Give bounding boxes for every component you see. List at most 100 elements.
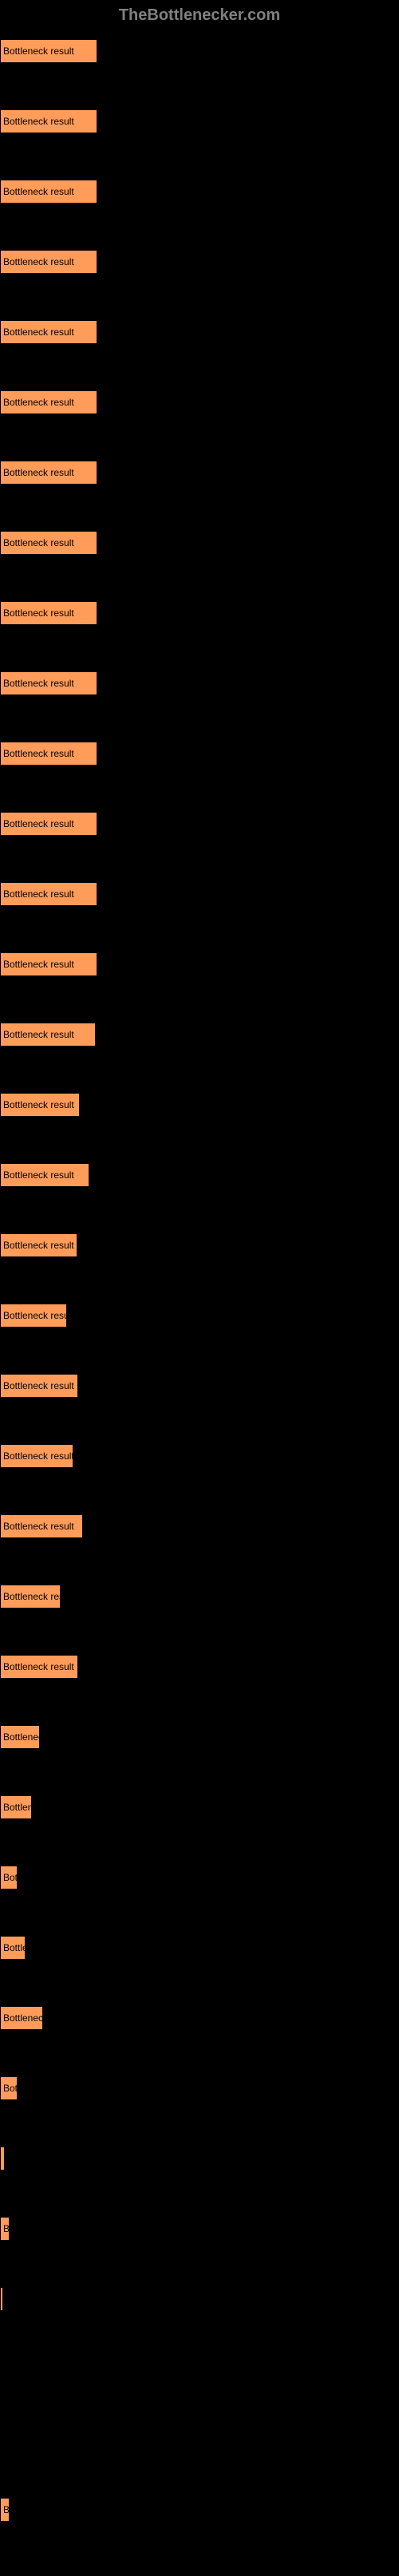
bar: Bottleneck result (0, 1374, 78, 1398)
bar-row: Bottleneck result (0, 1936, 399, 1960)
bar: Bottleneck result (0, 1093, 80, 1117)
bar-label: Bottleneck result (3, 1310, 67, 1321)
header: TheBottlenecker.com (0, 0, 399, 31)
bar-label: Bottleneck result (3, 46, 74, 57)
bar-label: Bottleneck result (3, 1661, 74, 1672)
bar-label: Bottleneck result (3, 397, 74, 408)
bar: Bottleneck result (0, 1866, 18, 1889)
site-title: TheBottlenecker.com (119, 6, 280, 24)
bar-row: Bottleneck result (0, 1233, 399, 1257)
bar-label: Bottleneck result (3, 1802, 32, 1813)
bar-label: Bottleneck result (3, 2012, 43, 2024)
bar: Bottleneck result (0, 671, 97, 695)
bar-row: Bottleneck result (0, 1023, 399, 1047)
bar: Bottleneck result (0, 1444, 73, 1468)
bar-row: Bottleneck result (0, 882, 399, 906)
bar-label: Bottleneck result (3, 1029, 74, 1040)
bar: Bottleneck result (0, 2498, 10, 2522)
bar-label: Bottleneck result (3, 2153, 5, 2164)
bar: Bottleneck result (0, 320, 97, 344)
bar-label: Bottleneck result (3, 678, 74, 689)
bar-label: Bottleneck result (3, 326, 74, 338)
bar-label: Bottleneck result (3, 607, 74, 619)
bar-row: Bottleneck result (0, 952, 399, 976)
bar: Bottleneck result (0, 39, 97, 63)
bar: Bottleneck result (0, 461, 97, 485)
bar-label: Bottleneck result (3, 959, 74, 970)
bar: Bottleneck result (0, 2287, 3, 2311)
bar: Bottleneck result (0, 1936, 26, 1960)
bar: Bottleneck result (0, 250, 97, 274)
bar: Bottleneck result (0, 531, 97, 555)
bar-label: Bottleneck result (3, 537, 74, 548)
bar-label: Bottleneck result (3, 1942, 26, 1953)
bar: Bottleneck result (0, 812, 97, 836)
bar: Bottleneck result (0, 390, 97, 414)
bar-row: Bottleneck result (0, 1725, 399, 1749)
bar-row: Bottleneck result (0, 1374, 399, 1398)
bar-row: Bottleneck result (0, 1093, 399, 1117)
bar-label: Bottleneck result (3, 467, 74, 478)
bar: Bottleneck result (0, 2006, 43, 2030)
bar-label: Bottleneck result (3, 116, 74, 127)
bar: Bottleneck result (0, 742, 97, 766)
bar-label: Bottleneck result (3, 1450, 73, 1462)
bar-row: Bottleneck result (0, 2217, 399, 2241)
bar-row: Bottleneck result (0, 1163, 399, 1187)
bar: Bottleneck result (0, 180, 97, 204)
bar: Bottleneck result (0, 882, 97, 906)
bar-row: Bottleneck result (0, 812, 399, 836)
bar-label: Bottleneck result (3, 888, 74, 900)
bar: Bottleneck result (0, 601, 97, 625)
bar-label: Bottleneck result (3, 748, 74, 759)
bar-row: Bottleneck result (0, 531, 399, 555)
bar: Bottleneck result (0, 1163, 89, 1187)
bar-row: Bottleneck result (0, 39, 399, 63)
bar-row: Bottleneck result (0, 671, 399, 695)
bar-row: Bottleneck result (0, 1444, 399, 1468)
bar-label: Bottleneck result (3, 1872, 18, 1883)
bar-row: Bottleneck result (0, 320, 399, 344)
bar-row: Bottleneck result (0, 2147, 399, 2170)
bar: Bottleneck result (0, 1725, 40, 1749)
bar-label: Bottleneck result (3, 2504, 10, 2515)
bar: Bottleneck result (0, 2147, 5, 2170)
bar: Bottleneck result (0, 1795, 32, 1819)
bar-row: Bottleneck result (0, 2498, 399, 2522)
bar-label: Bottleneck result (3, 2083, 18, 2094)
bar-row: Bottleneck result (0, 180, 399, 204)
bar-label: Bottleneck result (3, 186, 74, 197)
bar: Bottleneck result (0, 1585, 61, 1609)
bar-row: Bottleneck result (0, 601, 399, 625)
bar-label: Bottleneck result (3, 1731, 40, 1743)
bar: Bottleneck result (0, 1655, 78, 1679)
bar-row: Bottleneck result (0, 2287, 399, 2311)
bar: Bottleneck result (0, 109, 97, 133)
bar-row: Bottleneck result (0, 390, 399, 414)
bar: Bottleneck result (0, 1514, 83, 1538)
bar: Bottleneck result (0, 1304, 67, 1328)
bar-row (0, 2428, 399, 2451)
bar-row: Bottleneck result (0, 250, 399, 274)
bar-row: Bottleneck result (0, 1304, 399, 1328)
bar-row: Bottleneck result (0, 1655, 399, 1679)
bar-row: Bottleneck result (0, 2006, 399, 2030)
bar-label: Bottleneck result (3, 2223, 10, 2234)
bar-row: Bottleneck result (0, 461, 399, 485)
bar-row: Bottleneck result (0, 109, 399, 133)
bar-label: Bottleneck result (3, 1240, 74, 1251)
bar-row: Bottleneck result (0, 1514, 399, 1538)
bar-row: Bottleneck result (0, 1795, 399, 1819)
bar-label: Bottleneck result (3, 818, 74, 829)
bar-row: Bottleneck result (0, 1585, 399, 1609)
bar-chart: Bottleneck result Bottleneck result Bottle… (0, 31, 399, 2576)
bar-label: Bottleneck result (3, 256, 74, 267)
bar-label: Bottleneck result (3, 1169, 74, 1181)
bar: Bottleneck result (0, 2076, 18, 2100)
bar: Bottleneck result (0, 952, 97, 976)
bar-label: Bottleneck result (3, 1099, 74, 1110)
bar: Bottleneck result (0, 1023, 96, 1047)
bar-label: Bottleneck result (3, 1591, 61, 1602)
bar: Bottleneck result (0, 2217, 10, 2241)
bar-row (0, 2357, 399, 2381)
